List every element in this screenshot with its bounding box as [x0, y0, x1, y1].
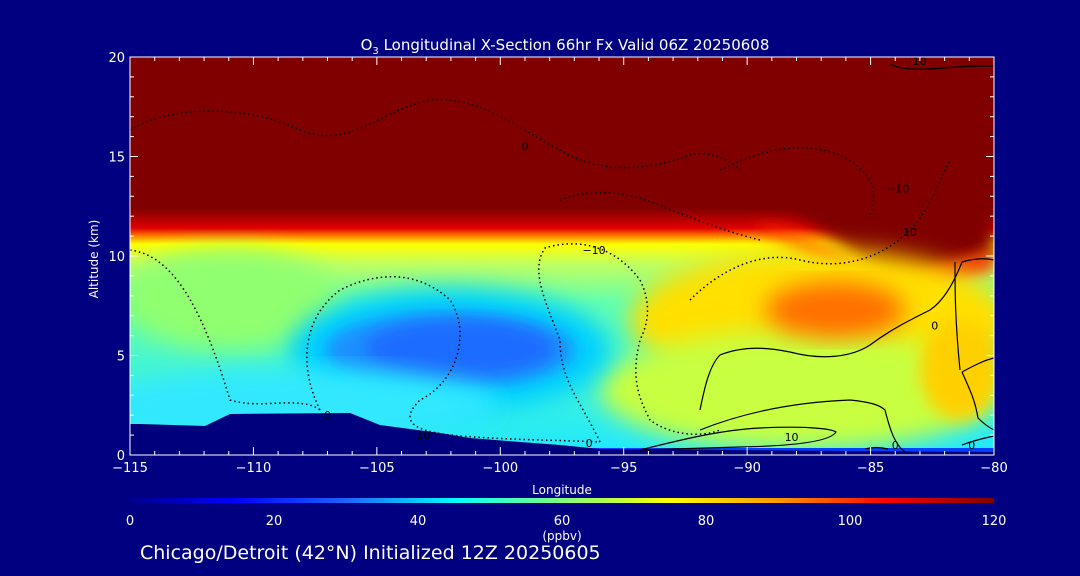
- x-tick-label: −100: [482, 461, 518, 476]
- contour-label: 0: [892, 439, 899, 452]
- contour-label: 0: [931, 320, 938, 333]
- x-tick-label: −110: [236, 461, 272, 476]
- contour-label: 0: [586, 437, 593, 450]
- colorbar-ticks: 0 20 40 60 80 100 120: [126, 514, 1007, 529]
- x-tick-label: −115: [112, 461, 148, 476]
- contour-label: −10: [903, 55, 926, 68]
- y-axis-label: Altitude (km): [87, 220, 101, 299]
- contour-label: 0: [324, 409, 331, 422]
- x-tick-label: −95: [610, 461, 637, 476]
- colorbar-tick-label: 100: [838, 514, 863, 529]
- y-tick-label: 10: [108, 250, 125, 265]
- colorbar: [130, 498, 994, 503]
- colorbar-tick-label: 120: [982, 514, 1007, 529]
- contour-label: 0: [968, 439, 975, 452]
- contour-label: −10: [886, 182, 909, 195]
- colorbar-tick-label: 60: [554, 514, 571, 529]
- x-tick-label: −90: [733, 461, 760, 476]
- x-tick-label: −105: [359, 461, 395, 476]
- colorbar-tick-label: 20: [266, 514, 283, 529]
- contour-labels: −10 −10 0 0 10 0 0 0 10 −10 0 −10: [324, 55, 975, 452]
- x-tick-label: −80: [980, 461, 1007, 476]
- footer-caption: Chicago/Detroit (42°N) Initialized 12Z 2…: [140, 542, 601, 564]
- y-tick-label: 0: [117, 449, 125, 464]
- y-tick-label: 20: [108, 51, 125, 66]
- x-axis: −115 −110 −105 −100 −95 −90 −85 −80: [112, 57, 1008, 476]
- contour-label: −10: [407, 429, 430, 442]
- colorbar-tick-label: 40: [410, 514, 427, 529]
- ozone-field: [130, 57, 994, 455]
- colorbar-tick-label: 80: [698, 514, 715, 529]
- contour-lines: [130, 63, 994, 453]
- contour-label: 0: [521, 141, 528, 154]
- y-axis: 0 5 10 15 20: [108, 51, 994, 464]
- x-tick-label: −85: [857, 461, 884, 476]
- contour-label: 10: [785, 431, 799, 444]
- terrain-mask: [130, 413, 994, 455]
- colorbar-tick-label: 0: [126, 514, 134, 529]
- contour-label: 10: [903, 226, 917, 239]
- x-axis-label: Longitude: [532, 483, 592, 497]
- y-tick-label: 5: [117, 350, 125, 365]
- contour-label: −10: [582, 244, 605, 257]
- colorbar-label: (ppbv): [542, 529, 581, 543]
- chart-title: O3 Longitudinal X-Section 66hr Fx Valid …: [361, 36, 770, 57]
- y-tick-label: 15: [108, 151, 125, 166]
